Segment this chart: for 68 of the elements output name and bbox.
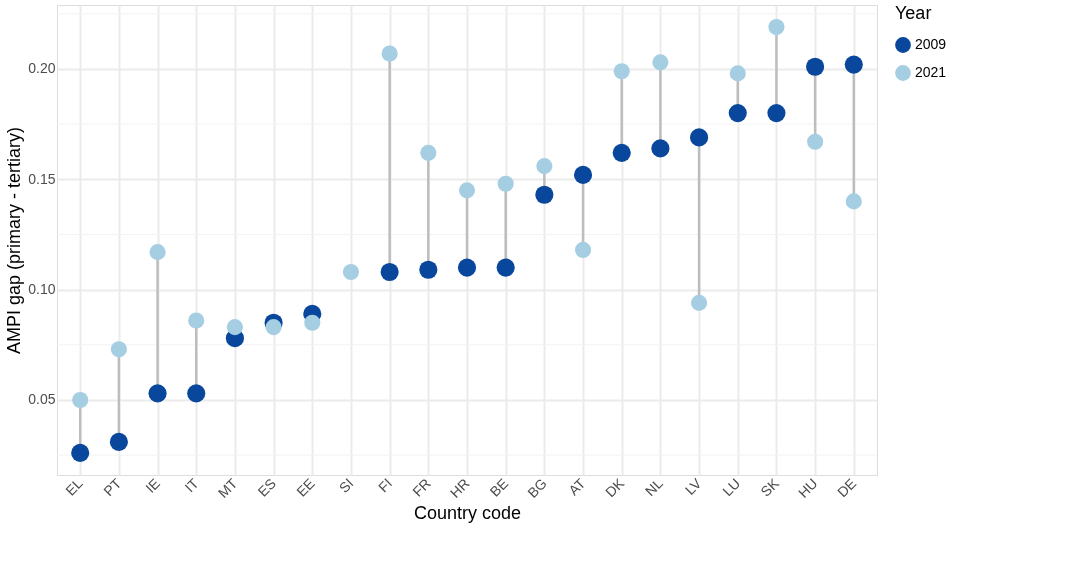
legend-label: 2021 (915, 64, 947, 80)
point (806, 57, 825, 76)
x-tick-label: NL (641, 474, 666, 500)
point (381, 45, 398, 62)
point (691, 294, 708, 311)
point (71, 443, 90, 462)
point (226, 319, 243, 336)
point (419, 260, 438, 279)
point (265, 319, 282, 336)
x-tick-label: EL (62, 474, 86, 499)
x-tick-label: HR (446, 475, 473, 501)
y-tick-label: 0.15 (28, 170, 56, 187)
x-tick-label: SI (335, 475, 357, 496)
x-tick-label: DK (602, 474, 628, 501)
point (149, 244, 166, 261)
point (497, 175, 514, 192)
point (458, 182, 476, 199)
x-tick-label: ES (254, 475, 280, 500)
point (767, 104, 786, 123)
x-tick-label: FR (409, 475, 434, 500)
y-tick-label: 0.10 (28, 281, 56, 298)
point (148, 384, 167, 403)
y-tick-label: 0.05 (28, 391, 56, 408)
x-tick-label: EE (293, 475, 318, 500)
point (844, 55, 863, 74)
point (535, 185, 554, 204)
x-tick-label: FI (374, 475, 396, 496)
point (380, 262, 399, 282)
point (574, 241, 592, 258)
point (613, 63, 630, 80)
x-tick-label: LV (681, 474, 705, 498)
point (110, 341, 127, 358)
point (729, 65, 746, 82)
point (342, 263, 360, 281)
x-tick-label: BG (524, 475, 550, 501)
point (728, 104, 747, 123)
x-tick-label: DE (834, 475, 860, 501)
point (187, 384, 206, 403)
x-tick-label: AT (565, 474, 589, 499)
point (457, 258, 477, 277)
point (304, 314, 321, 331)
x-tick-label: IT (181, 474, 202, 496)
legend-title: Year (895, 3, 932, 23)
x-tick-label: HU (794, 475, 821, 501)
y-tick-label: 0.20 (28, 60, 56, 77)
legend-label: 2009 (915, 36, 947, 52)
point (651, 139, 670, 158)
point (420, 144, 437, 161)
point (109, 432, 128, 451)
x-tick-label: LU (719, 475, 744, 500)
x-tick-label: MT (214, 474, 241, 501)
point (188, 312, 205, 329)
point (689, 128, 709, 147)
x-tick-label: IE (142, 475, 164, 496)
point (612, 143, 631, 162)
x-axis-title: Country code (413, 502, 522, 523)
y-axis-title: AMPI gap (primary - tertiary) (4, 126, 25, 355)
x-tick-label: SK (757, 474, 783, 500)
point (72, 391, 89, 409)
point (845, 193, 862, 210)
point (807, 133, 824, 150)
point (573, 165, 593, 184)
point (652, 54, 669, 71)
x-tick-label: BE (486, 475, 512, 500)
x-tick-label: PT (100, 474, 125, 500)
point (496, 258, 515, 277)
point (536, 158, 553, 175)
point (768, 19, 785, 36)
